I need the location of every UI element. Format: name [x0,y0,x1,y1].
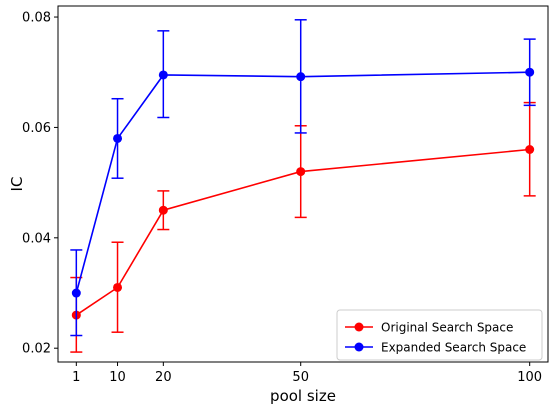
series-1 [70,101,536,353]
data-point [296,167,306,177]
legend-label: Original Search Space [381,321,513,335]
series-layer [70,19,536,353]
y-tick-label: 0.04 [22,231,51,246]
legend: Original Search Space Expanded Search Spa… [336,309,543,361]
legend-label: Expanded Search Space [381,341,526,355]
y-tick-label: 0.06 [22,121,51,136]
x-axis-label: pool size [270,387,336,405]
y-tick-label: 0.02 [22,342,51,357]
data-point [296,72,306,82]
y-axis-label: IC [8,177,26,192]
data-point [158,70,168,80]
x-tick-label: 50 [292,370,309,385]
x-tick-label: 100 [517,370,542,385]
data-point [113,282,123,292]
data-point [158,205,168,215]
series-2 [70,19,536,337]
series-line [75,71,530,294]
y-axis: 0.02 0.04 0.06 0.08 [22,11,58,357]
data-point [525,145,535,155]
x-tick-label: 20 [155,370,172,385]
x-axis: 1 10 20 50 100 [72,362,542,385]
data-point [113,133,123,143]
data-point [71,288,81,298]
legend-swatch-marker [354,322,364,332]
x-tick-label: 10 [109,370,126,385]
plot-area [57,5,549,363]
legend-swatch-marker [354,342,364,352]
y-tick-label: 0.08 [22,11,51,26]
data-point [525,67,535,77]
x-tick-label: 1 [72,370,80,385]
legend-box [336,309,543,361]
